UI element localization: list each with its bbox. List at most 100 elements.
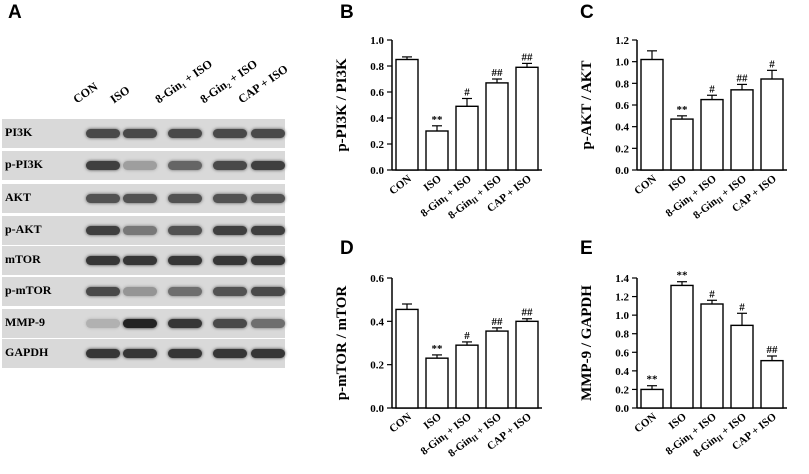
y-tick-label: 1.0 [615, 310, 629, 322]
blot-band [86, 287, 120, 296]
blot-lane-header: ISO [107, 82, 133, 107]
blot-row: GAPDH [2, 339, 285, 368]
panel-label-a: A [8, 2, 22, 23]
significance-mark: ## [737, 72, 749, 84]
y-tick-label: 1.0 [615, 57, 629, 69]
significance-mark: # [769, 58, 775, 70]
y-tick-label: 0.8 [615, 329, 629, 341]
y-tick-label: 0.0 [615, 403, 629, 415]
bar [730, 89, 754, 171]
blot-band [251, 256, 285, 265]
significance-mark: # [709, 83, 715, 95]
blot-band [86, 349, 120, 358]
blot-band [251, 161, 285, 170]
chart-mmp9: 0.0 0.2 0.4 0.6 0.8 1.0 1.2 1.4 MMP-9 / GAPDH ** C… [579, 270, 787, 460]
bar [455, 105, 479, 171]
y-tick-label: 0.6 [615, 347, 629, 359]
y-tick-label: 0.2 [370, 139, 384, 151]
blot-band [123, 161, 157, 170]
blot-band [168, 256, 202, 265]
x-tick-label: CON [632, 173, 659, 198]
blot-band [213, 319, 247, 328]
blot-band [213, 287, 247, 296]
blot-band [123, 287, 157, 296]
y-tick-label: 0.2 [615, 384, 629, 396]
y-tick-label: 1.0 [370, 35, 384, 47]
significance-mark: ** [677, 270, 689, 282]
bar [640, 388, 664, 409]
blot-band [213, 161, 247, 170]
bar [485, 82, 509, 171]
y-tick-label: 0.8 [615, 78, 629, 90]
bar [640, 58, 664, 171]
panel-label-d: D [340, 238, 354, 259]
bar [670, 118, 694, 171]
y-axis-label: MMP-9 / GAPDH [579, 285, 595, 401]
blot-row-label: PI3K [5, 125, 33, 139]
panel-label-b: B [340, 2, 354, 23]
y-tick-label: 0.6 [370, 87, 384, 99]
blot-band [213, 349, 247, 358]
blot-band [251, 226, 285, 235]
bar [700, 303, 724, 409]
blot-row-label: p-mTOR [5, 283, 52, 297]
blot-band [86, 129, 120, 138]
significance-mark: ## [492, 316, 504, 328]
chart-p-pi3k: 0.0 0.2 0.4 0.6 0.8 1.0 p-PI3K / PI3K CON ** ISO #… [334, 35, 542, 222]
blot-band [123, 349, 157, 358]
y-tick-label: 1.4 [615, 273, 629, 285]
y-axis-label: p-AKT / AKT [579, 61, 595, 150]
blot-band [168, 349, 202, 358]
blot-band [213, 256, 247, 265]
blot-band [86, 194, 120, 203]
y-tick-label: 0.0 [370, 165, 384, 177]
significance-mark: # [464, 87, 470, 99]
blot-row-label: GAPDH [5, 345, 49, 359]
blot-band [168, 194, 202, 203]
y-tick-label: 0.4 [615, 122, 629, 134]
chart-p-mtor: 0.00.20.40.6p-mTOR / mTORCON**ISO#8-GinI… [334, 273, 542, 460]
y-tick-label: 0.8 [370, 61, 384, 73]
blot-band [213, 226, 247, 235]
blot-band [86, 161, 120, 170]
x-tick-label: ISO [667, 173, 690, 194]
bar [700, 98, 724, 171]
x-tick-label: CON [387, 173, 414, 198]
x-tick-label: ISO [422, 173, 445, 194]
y-tick-label: 0.6 [370, 273, 384, 285]
blot-row: mTOR [2, 246, 285, 275]
y-tick-label: 0.0 [370, 403, 384, 415]
y-tick-label: 0.4 [370, 316, 384, 328]
y-tick-label: 1.2 [615, 35, 629, 47]
y-tick-label: 0.0 [615, 165, 629, 177]
y-tick-label: 0.2 [615, 143, 629, 155]
blot-band [251, 129, 285, 138]
significance-mark: ** [432, 114, 444, 126]
bar [395, 58, 419, 171]
blot-row-label: mTOR [5, 252, 41, 266]
chart-p-akt: 0.0 0.2 0.4 0.6 0.8 1.0 1.2 p-AKT / AKT CON ** ISO… [579, 35, 787, 222]
y-tick-label: 0.2 [370, 360, 384, 372]
y-tick-label: 0.4 [370, 113, 384, 125]
blot-row: PI3K [2, 119, 285, 148]
x-tick-label: ISO [667, 411, 690, 432]
blot-band [168, 287, 202, 296]
blot-band [123, 129, 157, 138]
significance-mark: ## [492, 67, 504, 79]
x-tick-label: ISO [422, 411, 445, 432]
blot-row-label: p-AKT [5, 222, 42, 236]
significance-mark: ## [522, 51, 534, 63]
blot-row-label: MMP-9 [5, 315, 45, 329]
blot-lane-header: CON [70, 79, 101, 107]
bar [425, 130, 449, 171]
blot-band [123, 226, 157, 235]
bar [760, 78, 784, 171]
significance-mark: # [709, 288, 715, 300]
significance-mark: ## [522, 307, 534, 319]
significance-mark: # [739, 301, 745, 313]
significance-mark: ** [677, 104, 689, 116]
bar [515, 320, 539, 409]
blot-band [251, 349, 285, 358]
blot-band [168, 129, 202, 138]
bar [395, 308, 419, 409]
